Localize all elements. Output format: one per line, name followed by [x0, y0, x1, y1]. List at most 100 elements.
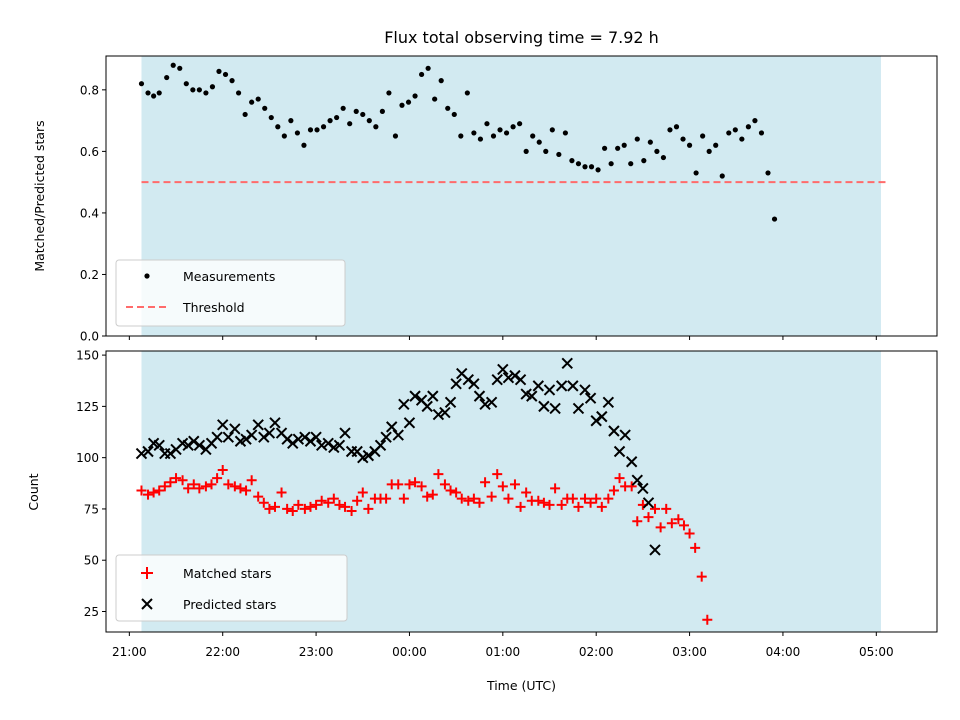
y-tick-label: 0.6: [80, 145, 99, 159]
predicted-star-point: [468, 378, 480, 390]
measurement-point: [647, 139, 653, 145]
matched-star-point: [282, 503, 293, 514]
matched-star-point: [410, 477, 421, 488]
matched-star-point: [643, 512, 654, 523]
matched-star-point: [159, 481, 170, 492]
predicted-star-point: [584, 392, 597, 404]
predicted-star-point: [497, 363, 509, 376]
measurement-point: [190, 87, 196, 93]
matched-star-point: [200, 481, 211, 492]
predicted-star-point: [287, 437, 299, 450]
predicted-stars-series: [135, 357, 661, 556]
measurement-point: [680, 136, 686, 142]
measurement-point: [745, 124, 751, 130]
measurement-point: [654, 148, 660, 154]
predicted-star-point: [362, 449, 375, 462]
matched-star-point: [416, 481, 427, 492]
measurement-point: [706, 148, 712, 154]
matched-star-point: [684, 528, 695, 539]
matched-star-point: [492, 469, 503, 480]
measurement-point: [203, 90, 209, 96]
measurement-point: [386, 90, 392, 96]
matched-star-point: [596, 501, 607, 512]
measurement-point: [477, 136, 484, 142]
matched-star-point: [474, 497, 485, 508]
measurement-point: [242, 111, 248, 118]
measurement-point: [425, 65, 431, 71]
measurement-point: [373, 124, 379, 130]
predicted-star-point: [252, 419, 264, 431]
matched-star-point: [533, 495, 544, 506]
matched-star-point: [246, 475, 257, 486]
measurement-point: [327, 118, 333, 124]
matched-star-point: [603, 493, 614, 504]
predicted-star-point: [526, 390, 538, 402]
predicted-star-point: [299, 431, 311, 443]
matched-star-point: [177, 475, 188, 486]
measurement-point: [353, 108, 359, 114]
measurement-point: [484, 121, 490, 127]
matched-star-point: [439, 479, 450, 490]
predicted-star-point: [473, 390, 486, 402]
predicted-star-point: [561, 357, 573, 370]
measurement-point: [235, 90, 242, 96]
predicted-star-point: [590, 415, 602, 427]
matched-star-point: [264, 503, 275, 514]
matched-star-point: [212, 473, 223, 484]
predicted-star-point: [135, 447, 148, 460]
measurement-point: [138, 81, 145, 87]
measurement-point: [445, 105, 451, 111]
matched-star-point: [346, 505, 357, 516]
matched-star-point: [148, 487, 159, 498]
ratio-y-axis: 0.0 0.2 0.4 0.6 0.8: [80, 83, 106, 344]
predicted-star-point: [322, 437, 334, 450]
count-y-label: Count: [26, 473, 41, 510]
measurement-point: [771, 216, 778, 222]
matched-star-point: [422, 491, 433, 502]
y-tick-label: 0.4: [80, 206, 99, 220]
predicted-star-point: [613, 445, 626, 458]
measurement-point: [334, 114, 340, 121]
matched-star-point: [352, 495, 363, 506]
matched-star-point: [363, 503, 374, 514]
predicted-star-point: [625, 456, 638, 468]
predicted-star-point: [502, 371, 515, 384]
measurement-point: [562, 130, 568, 136]
matched-star-point: [608, 485, 619, 496]
chart-title: Flux total observing time = 7.92 h: [384, 28, 659, 47]
measurement-point: [752, 118, 758, 124]
measurement-point: [249, 99, 255, 105]
measurement-point: [314, 127, 320, 133]
matched-star-point: [544, 499, 555, 510]
predicted-star-point: [304, 435, 317, 447]
measurement-point: [170, 62, 176, 68]
measurement-point: [164, 74, 170, 81]
matched-star-point: [655, 522, 666, 533]
predicted-star-point: [153, 439, 165, 452]
measurement-point: [222, 71, 229, 78]
matched-star-point: [427, 489, 438, 500]
measurement-point: [405, 99, 412, 105]
matched-star-point: [381, 493, 392, 504]
matched-star-point: [340, 501, 351, 512]
measurement-point: [183, 81, 189, 87]
predicted-star-point: [269, 417, 281, 429]
matched-star-point: [183, 483, 194, 494]
predicted-star-point: [258, 431, 270, 443]
measurement-point: [360, 111, 366, 118]
measurement-point: [621, 142, 627, 148]
predicted-star-point: [193, 439, 206, 452]
measurement-point: [438, 78, 444, 84]
measurement-point: [196, 87, 202, 93]
matched-star-point: [194, 483, 205, 494]
measurement-point: [523, 148, 529, 154]
y-tick-label: 125: [76, 400, 99, 414]
measurement-point: [719, 173, 725, 179]
measurement-point: [471, 130, 477, 136]
matched-star-point: [393, 479, 404, 490]
measurement-point: [268, 114, 274, 121]
predicted-star-point: [596, 410, 608, 423]
matched-star-point: [538, 497, 549, 508]
predicted-star-point: [514, 374, 527, 386]
matched-star-point: [556, 499, 567, 510]
